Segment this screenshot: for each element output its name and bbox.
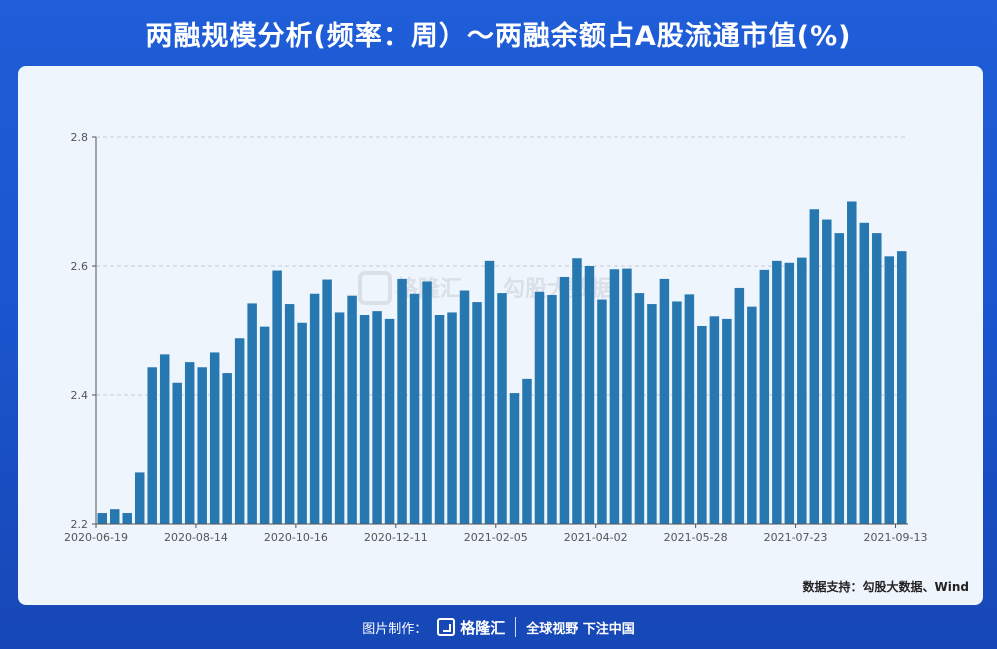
bar	[97, 513, 107, 524]
bar	[209, 352, 220, 524]
bar	[259, 326, 270, 524]
bar	[834, 233, 845, 525]
bar	[897, 251, 907, 525]
bar	[159, 354, 170, 524]
bar	[397, 278, 407, 524]
x-tick-label: 2020-08-14	[164, 531, 228, 544]
bar	[409, 293, 420, 524]
x-tick-label: 2021-02-05	[464, 531, 528, 544]
bar	[134, 472, 145, 524]
bar	[297, 322, 307, 524]
bar	[222, 373, 232, 524]
x-tick-label: 2021-05-28	[664, 531, 728, 544]
bar	[747, 306, 757, 524]
bar	[797, 257, 807, 524]
watermark-sub: 勾股大数据	[503, 276, 613, 302]
bars	[97, 201, 907, 525]
bar-chart: 格隆汇 勾股大数据 2.22.42.62.8 2020-06-192020-08…	[64, 131, 927, 544]
bar	[109, 509, 120, 524]
bar	[634, 293, 645, 524]
bar	[284, 304, 295, 524]
bar	[847, 201, 857, 524]
bar	[147, 367, 157, 524]
bar	[722, 318, 732, 524]
bar	[659, 278, 670, 524]
bar	[359, 315, 370, 524]
footer-slogan: 全球视野 下注中国	[526, 621, 635, 637]
bar	[647, 304, 657, 524]
bar	[234, 338, 245, 524]
bar	[547, 295, 557, 524]
bar	[709, 316, 720, 524]
bar	[472, 302, 482, 524]
y-axis-ticks: 2.2 2.4 2.6 2.8	[71, 131, 96, 531]
bar	[859, 222, 870, 524]
bar	[522, 378, 532, 524]
bar	[122, 513, 132, 524]
bar	[784, 262, 795, 524]
x-tick-label: 2020-10-16	[264, 531, 328, 544]
x-tick-label: 2020-06-19	[64, 531, 128, 544]
bar	[734, 287, 745, 524]
bar	[622, 268, 632, 524]
bar	[247, 303, 257, 524]
bar	[497, 293, 507, 524]
bar	[447, 312, 457, 524]
bar	[309, 293, 320, 524]
y-tick-label: 2.6	[71, 260, 89, 273]
bar	[584, 266, 595, 524]
footer-label: 图片制作：	[362, 621, 428, 637]
bar	[509, 393, 520, 524]
axes	[95, 137, 908, 525]
page-title: 两融规模分析(频率：周）～两融余额占A股流通市值(%)	[145, 21, 852, 52]
bar	[572, 258, 582, 524]
bar	[872, 233, 882, 525]
bar	[697, 325, 707, 524]
watermark-logo-icon	[358, 271, 392, 305]
bar	[884, 256, 895, 524]
footer: 图片制作： 格隆汇 全球视野 下注中国	[0, 612, 997, 642]
bar	[197, 367, 207, 524]
chart-panel: 格隆汇 勾股大数据 2.22.42.62.8 2020-06-192020-08…	[18, 66, 983, 605]
bar	[422, 281, 432, 524]
bar	[334, 312, 345, 524]
bar	[684, 294, 695, 524]
bar	[822, 219, 832, 524]
bar	[759, 269, 770, 524]
y-tick-label: 2.4	[71, 389, 89, 402]
y-tick-label: 2.2	[71, 518, 89, 531]
bar	[184, 362, 195, 524]
bar	[172, 382, 182, 524]
brand-logo-icon	[437, 618, 456, 636]
x-axis-ticks: 2020-06-19 2020-08-14 2020-10-16 2020-12-11…	[64, 524, 927, 544]
x-tick-label: 2021-07-23	[764, 531, 828, 544]
x-tick-label: 2021-04-02	[564, 531, 628, 544]
bar	[609, 269, 620, 524]
x-tick-label: 2021-09-13	[864, 531, 928, 544]
bar	[434, 315, 445, 524]
bar	[372, 311, 382, 524]
bar	[559, 276, 570, 524]
y-tick-label: 2.8	[71, 131, 89, 144]
bar	[459, 290, 470, 524]
footer-brand: 格隆汇	[460, 618, 506, 637]
bar	[772, 260, 782, 524]
bar	[384, 318, 395, 524]
bar	[322, 279, 332, 524]
bar	[272, 270, 282, 524]
bar	[597, 299, 607, 524]
bar	[672, 301, 682, 524]
bar	[347, 295, 357, 524]
bar	[809, 209, 820, 525]
data-source: 数据支持：勾股大数据、Wind	[802, 580, 969, 594]
x-tick-label: 2020-12-11	[364, 531, 428, 544]
bar	[484, 260, 495, 524]
bar	[534, 291, 545, 524]
footer-divider	[515, 617, 517, 637]
